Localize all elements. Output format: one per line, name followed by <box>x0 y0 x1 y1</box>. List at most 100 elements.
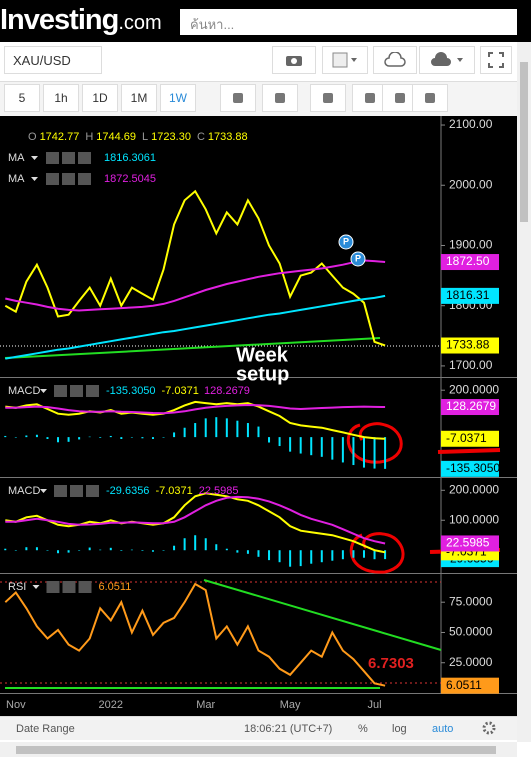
scroll-thumb[interactable] <box>520 62 528 222</box>
y-tick-label: 200.0000 <box>449 382 499 396</box>
y-tick-label: 2000.00 <box>449 177 493 191</box>
histogram-bar <box>99 549 102 551</box>
histogram-bar <box>130 549 133 551</box>
series-line <box>5 495 386 545</box>
histogram-bar <box>14 437 17 438</box>
interval-bar: 5 1h 1D 1M 1W <box>0 82 517 116</box>
hand-drawn-circle <box>346 422 403 464</box>
symbol-input[interactable]: XAU/USD <box>4 46 102 74</box>
indicator-name: MACD <box>8 485 40 497</box>
histogram-bar <box>373 550 376 560</box>
histogram-bar <box>141 550 144 551</box>
indicator-value: -135.3050 <box>106 385 156 397</box>
histogram-bar <box>299 437 302 454</box>
histogram-bar <box>120 437 123 439</box>
camera-button[interactable] <box>272 46 316 74</box>
histogram-bar <box>4 548 7 551</box>
histogram-bar <box>299 550 302 567</box>
y-tick-label: 50.0000 <box>449 625 493 639</box>
last-value-box <box>441 337 499 354</box>
percent-toggle[interactable]: % <box>358 723 368 735</box>
search-box[interactable]: ค้นหา... <box>180 9 517 35</box>
fullscreen-icon <box>488 52 504 68</box>
legend-icon <box>78 152 91 164</box>
legend-icon <box>62 152 75 164</box>
indicator-value: -7.0371 <box>162 385 199 397</box>
vertical-scrollbar[interactable] <box>517 42 531 742</box>
series-line <box>4 582 386 687</box>
indicators-icon <box>275 93 285 103</box>
color-button[interactable] <box>322 46 368 74</box>
series-line <box>5 259 386 312</box>
histogram-bar <box>331 437 334 460</box>
horizontal-scrollbar[interactable] <box>0 742 517 757</box>
last-value-box <box>441 677 499 694</box>
histogram-bar <box>289 550 292 567</box>
cloud-load-button[interactable] <box>373 46 417 74</box>
indicators-button[interactable] <box>262 84 298 112</box>
dropdown-arrow <box>32 585 40 589</box>
interval-button[interactable]: 1D <box>82 84 118 112</box>
histogram-bar <box>225 548 228 551</box>
alert-button[interactable] <box>412 84 448 112</box>
date-range[interactable]: Date Range <box>16 723 75 735</box>
log-toggle[interactable]: log <box>392 723 407 735</box>
last-value-label: 1872.50 <box>446 254 490 268</box>
pane: 200.0000 -135.3050 -7.0371 128.2679 MACD -135… <box>4 382 500 477</box>
logo-suffix: .com <box>118 12 162 34</box>
camera-icon <box>286 56 302 66</box>
interval-button[interactable]: 1M <box>121 84 157 112</box>
pane: 25.0000 50.0000 75.0000 6.0511 RSI 6.0511 6.73… <box>4 581 499 694</box>
x-tick-label: Mar <box>196 699 215 711</box>
interval-button[interactable]: 5 <box>4 84 40 112</box>
cloud-save-button[interactable] <box>419 46 475 74</box>
settings-icon[interactable] <box>482 721 496 735</box>
y-tick-label: 100.0000 <box>449 512 499 526</box>
hand-drawn-mark <box>437 448 501 454</box>
histogram-bar <box>57 550 60 554</box>
fullscreen-button[interactable] <box>480 46 512 74</box>
indicator-values: 6.0511 <box>99 581 132 593</box>
y-tick-label: 25.0000 <box>449 655 493 669</box>
histogram-bar <box>289 437 292 452</box>
indicator-value: 6.0511 <box>99 581 132 593</box>
toolbar: XAU/USD <box>0 42 517 82</box>
histogram-bar <box>278 550 281 563</box>
histogram-bar <box>362 550 365 558</box>
histogram-bar <box>173 545 176 551</box>
y-tick-label: 2100.00 <box>449 117 493 131</box>
event-marker-label: P <box>355 253 361 263</box>
histogram-bar <box>109 547 112 551</box>
alert-icon <box>425 93 435 103</box>
histogram-bar <box>130 437 133 438</box>
search-placeholder: ค้นหา... <box>190 17 235 32</box>
event-marker <box>338 234 354 250</box>
histogram-bar <box>320 550 323 563</box>
interval-button[interactable]: 1h <box>43 84 79 112</box>
logo[interactable]: Investing.com <box>0 4 162 37</box>
ohlc-value: 1733.88 <box>208 131 248 143</box>
histogram-bar <box>14 550 17 551</box>
last-value-label: 1733.88 <box>446 338 490 352</box>
histogram-bar <box>362 437 365 468</box>
hand-drawn-circle <box>349 532 405 574</box>
scroll-thumb[interactable] <box>16 746 496 754</box>
histogram-bar <box>46 437 49 439</box>
ohlc-value: 1742.77 <box>40 131 80 143</box>
compare-button[interactable] <box>310 84 346 112</box>
interval-button[interactable]: 1W <box>160 84 196 112</box>
settings-button[interactable] <box>220 84 256 112</box>
cloud-icon <box>431 52 463 66</box>
footer: Date Range 18:06:21 (UTC+7) % log auto <box>0 716 517 740</box>
x-tick-label: Nov <box>6 699 26 711</box>
legend-icon <box>78 173 91 185</box>
auto-toggle[interactable]: auto <box>432 723 454 735</box>
histogram-bar <box>151 437 154 439</box>
histogram-bar <box>35 434 38 438</box>
cloud-icon <box>384 52 406 67</box>
y-tick-label: 1700.00 <box>449 358 493 372</box>
histogram-bar <box>310 550 313 564</box>
histogram-bar <box>162 437 165 438</box>
legend-icon <box>70 385 83 397</box>
